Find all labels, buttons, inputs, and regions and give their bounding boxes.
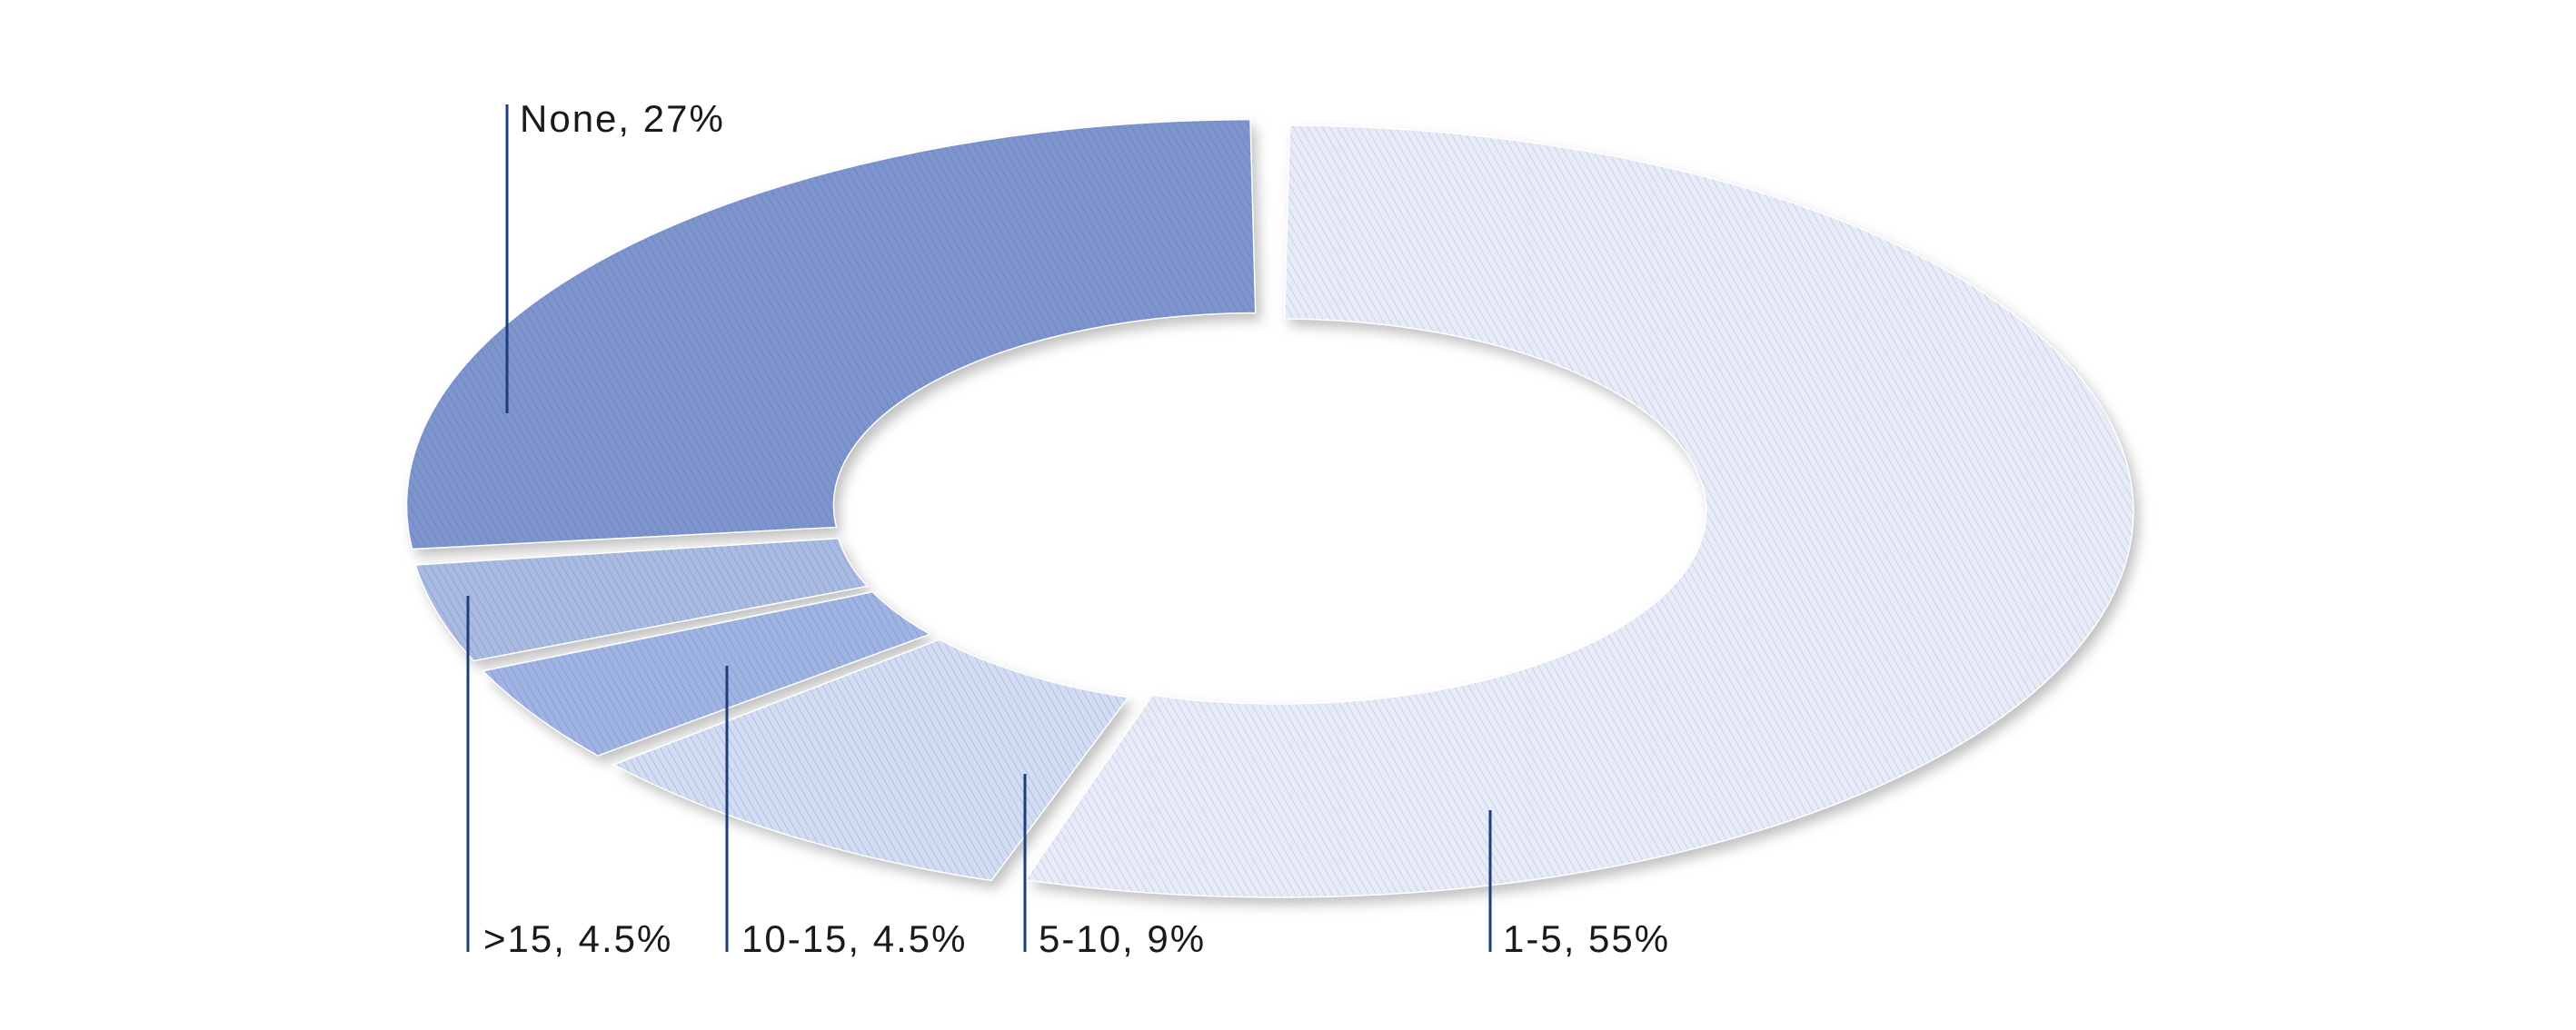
data-label-10-15: 10-15, 4.5% — [741, 917, 968, 960]
data-label-over-15: >15, 4.5% — [483, 917, 672, 960]
data-label-1-5: 1-5, 55% — [1503, 917, 1670, 960]
data-label-5-10: 5-10, 9% — [1039, 917, 1206, 960]
slice-5-10 — [612, 639, 1130, 882]
slice-over-15 — [414, 537, 870, 662]
leader-lines — [466, 104, 1492, 952]
donut-slices — [405, 118, 2134, 898]
slice-none — [405, 118, 1257, 550]
slice-1-5 — [1024, 124, 2134, 898]
data-labels: 1-5, 55% 5-10, 9% 10-15, 4.5% >15, 4.5% None… — [483, 97, 1670, 960]
data-label-none: None, 27% — [520, 97, 725, 140]
slice-10-15 — [481, 590, 932, 757]
